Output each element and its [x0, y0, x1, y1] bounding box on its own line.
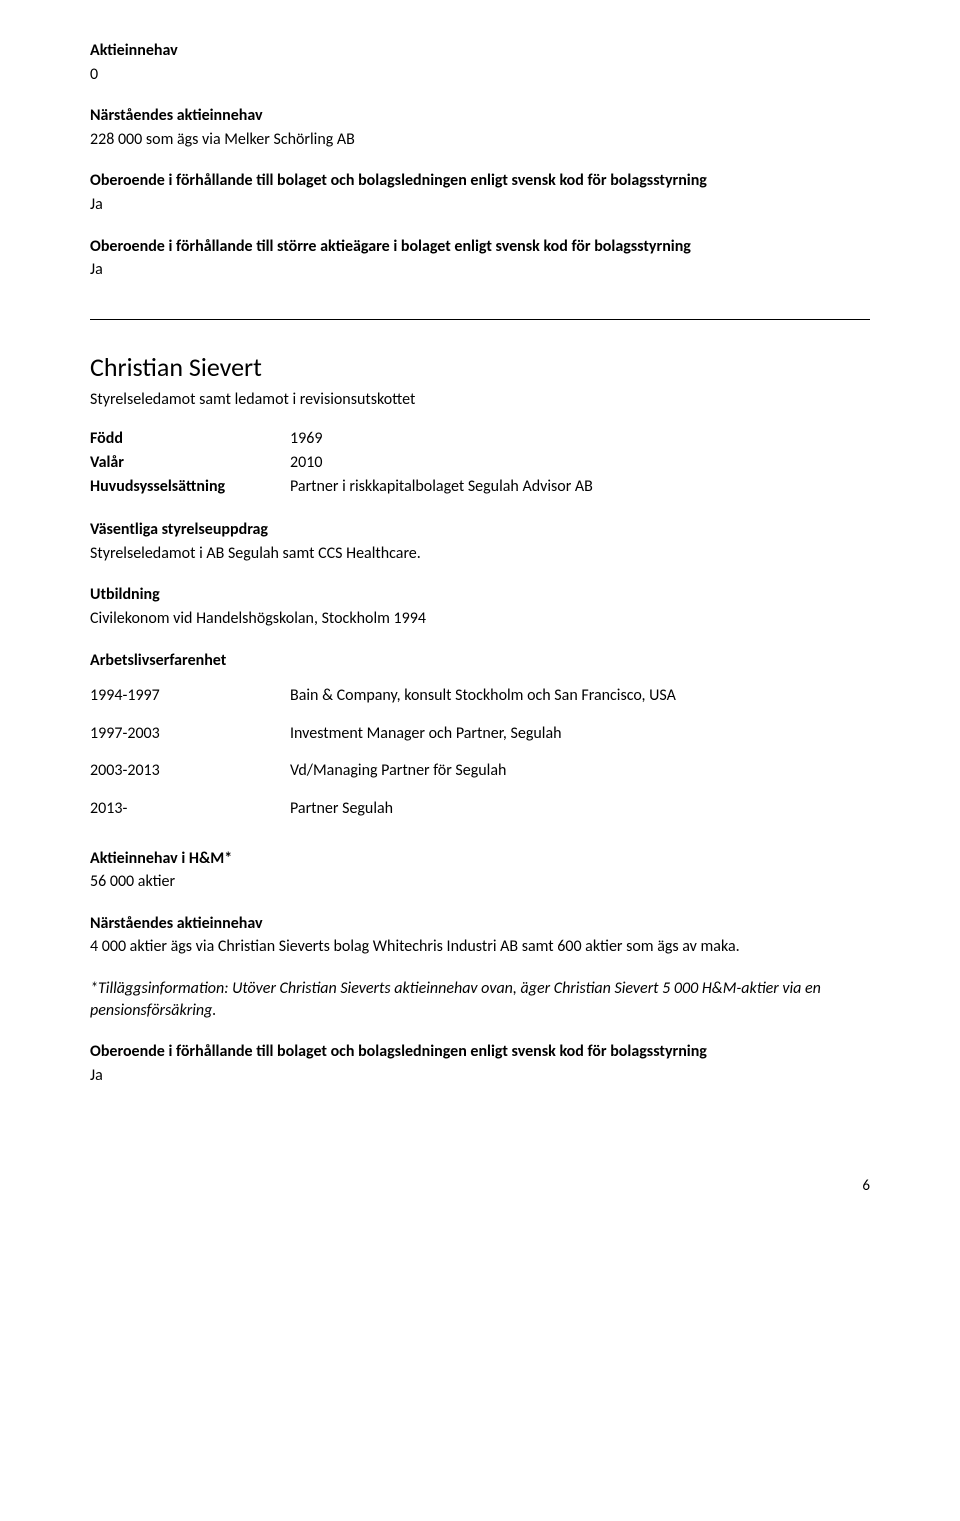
exp-desc: Bain & Company, konsult Stockholm och Sa…	[290, 677, 870, 715]
oberoende1-value: Ja	[90, 194, 870, 216]
table-row: 2003-2013 Vd/Managing Partner för Segula…	[90, 752, 870, 790]
page-number: 6	[90, 1176, 870, 1196]
vasentliga-block: Väsentliga styrelseuppdrag Styrelseledam…	[90, 519, 870, 564]
table-row: Huvudsysselsättning Partner i riskkapita…	[90, 476, 593, 500]
exp-year: 2003-2013	[90, 752, 290, 790]
table-row: Valår 2010	[90, 452, 593, 476]
oberoende1-block: Oberoende i förhållande till bolaget och…	[90, 170, 870, 215]
narstaende-person-block: Närståendes aktieinnehav 4 000 aktier äg…	[90, 913, 870, 958]
narstaende-person-text: 4 000 aktier ägs via Christian Sieverts …	[90, 936, 870, 958]
huvud-label: Huvudsysselsättning	[90, 476, 290, 500]
narstaende-person-label: Närståendes aktieinnehav	[90, 913, 870, 935]
section-divider	[90, 319, 870, 320]
valar-label: Valår	[90, 452, 290, 476]
person-name: Christian Sievert	[90, 350, 870, 385]
narstaende-value: 228 000 som ägs via Melker Schörling AB	[90, 129, 870, 151]
person-role: Styrelseledamot samt ledamot i revisions…	[90, 389, 870, 411]
exp-year: 2013-	[90, 790, 290, 828]
oberoende2-label: Oberoende i förhållande till större akti…	[90, 236, 870, 258]
utbildning-text: Civilekonom vid Handelshögskolan, Stockh…	[90, 608, 870, 630]
narstaende-label: Närståendes aktieinnehav	[90, 105, 870, 127]
utbildning-block: Utbildning Civilekonom vid Handelshögsko…	[90, 584, 870, 629]
fodd-value: 1969	[290, 428, 593, 452]
tillaggs-text: *Tilläggsinformation: Utöver Christian S…	[90, 978, 870, 1021]
table-row: 2013- Partner Segulah	[90, 790, 870, 828]
person-section: Christian Sievert Styrelseledamot samt l…	[90, 350, 870, 1087]
table-row: Född 1969	[90, 428, 593, 452]
aktieinnehav-label: Aktieinnehav	[90, 40, 870, 62]
aktie-hm-block: Aktieinnehav i H&M* 56 000 aktier	[90, 848, 870, 893]
experience-table: 1994-1997 Bain & Company, konsult Stockh…	[90, 677, 870, 827]
aktieinnehav-block: Aktieinnehav 0	[90, 40, 870, 85]
vasentliga-label: Väsentliga styrelseuppdrag	[90, 519, 870, 541]
aktie-hm-label: Aktieinnehav i H&M*	[90, 848, 870, 870]
table-row: 1997-2003 Investment Manager och Partner…	[90, 715, 870, 753]
table-row: 1994-1997 Bain & Company, konsult Stockh…	[90, 677, 870, 715]
exp-desc: Partner Segulah	[290, 790, 870, 828]
exp-year: 1994-1997	[90, 677, 290, 715]
exp-desc: Investment Manager och Partner, Segulah	[290, 715, 870, 753]
fodd-label: Född	[90, 428, 290, 452]
valar-value: 2010	[290, 452, 593, 476]
aktie-hm-value: 56 000 aktier	[90, 871, 870, 893]
oberoende2-value: Ja	[90, 259, 870, 281]
vasentliga-text: Styrelseledamot i AB Segulah samt CCS He…	[90, 543, 870, 565]
utbildning-label: Utbildning	[90, 584, 870, 606]
exp-desc: Vd/Managing Partner för Segulah	[290, 752, 870, 790]
top-section: Aktieinnehav 0 Närståendes aktieinnehav …	[90, 40, 870, 281]
oberoende1-label: Oberoende i förhållande till bolaget och…	[90, 170, 870, 192]
aktieinnehav-value: 0	[90, 64, 870, 86]
oberoende-person-value: Ja	[90, 1065, 870, 1087]
huvud-value: Partner i riskkapitalbolaget Segulah Adv…	[290, 476, 593, 500]
oberoende2-block: Oberoende i förhållande till större akti…	[90, 236, 870, 281]
arbetsliv-label: Arbetslivserfarenhet	[90, 650, 870, 672]
oberoende-person-label: Oberoende i förhållande till bolaget och…	[90, 1041, 870, 1063]
person-fields-table: Född 1969 Valår 2010 Huvudsysselsättning…	[90, 428, 593, 499]
oberoende-person-block: Oberoende i förhållande till bolaget och…	[90, 1041, 870, 1086]
exp-year: 1997-2003	[90, 715, 290, 753]
narstaende-block: Närståendes aktieinnehav 228 000 som ägs…	[90, 105, 870, 150]
